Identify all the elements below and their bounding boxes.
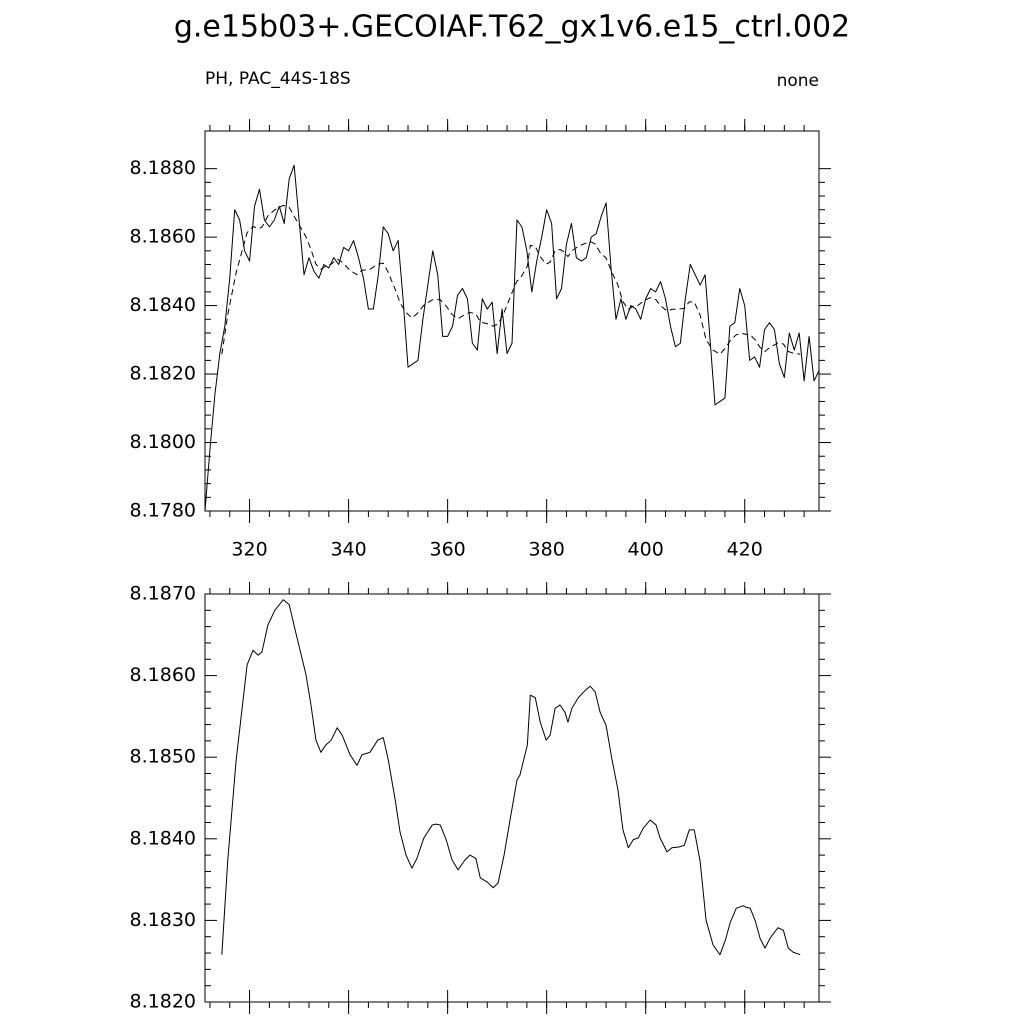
y-tick-label: 8.1850 bbox=[130, 746, 196, 768]
y-tick-label: 8.1830 bbox=[130, 909, 196, 931]
x-tick-label: 340 bbox=[330, 539, 366, 561]
data-line bbox=[221, 204, 801, 355]
data-line bbox=[204, 164, 820, 512]
plot-frame bbox=[204, 130, 820, 512]
y-tick-label: 8.1800 bbox=[130, 431, 196, 453]
y-tick-label: 8.1820 bbox=[130, 363, 196, 385]
y-tick-label: 8.1840 bbox=[130, 294, 196, 316]
x-tick-label: 320 bbox=[231, 539, 267, 561]
panel-right-label: none bbox=[777, 71, 819, 91]
y-tick-label: 8.1820 bbox=[130, 991, 196, 1013]
plot-frame bbox=[204, 593, 820, 1003]
y-tick-label: 8.1860 bbox=[130, 226, 196, 248]
x-tick-label: 420 bbox=[727, 539, 763, 561]
x-tick-label: 380 bbox=[529, 539, 565, 561]
y-tick-label: 8.1880 bbox=[130, 157, 196, 179]
y-tick-label: 8.1840 bbox=[130, 827, 196, 849]
y-tick-label: 8.1860 bbox=[130, 664, 196, 686]
panel-left-label: PH, PAC_44S-18S bbox=[205, 69, 351, 89]
y-tick-label: 8.1780 bbox=[130, 500, 196, 522]
figure-title: g.e15b03+.GECOIAF.T62_gx1v6.e15_ctrl.002 bbox=[174, 10, 850, 45]
x-tick-label: 400 bbox=[628, 539, 664, 561]
y-tick-label: 8.1870 bbox=[130, 583, 196, 605]
data-line bbox=[221, 599, 801, 956]
x-tick-label: 360 bbox=[429, 539, 465, 561]
